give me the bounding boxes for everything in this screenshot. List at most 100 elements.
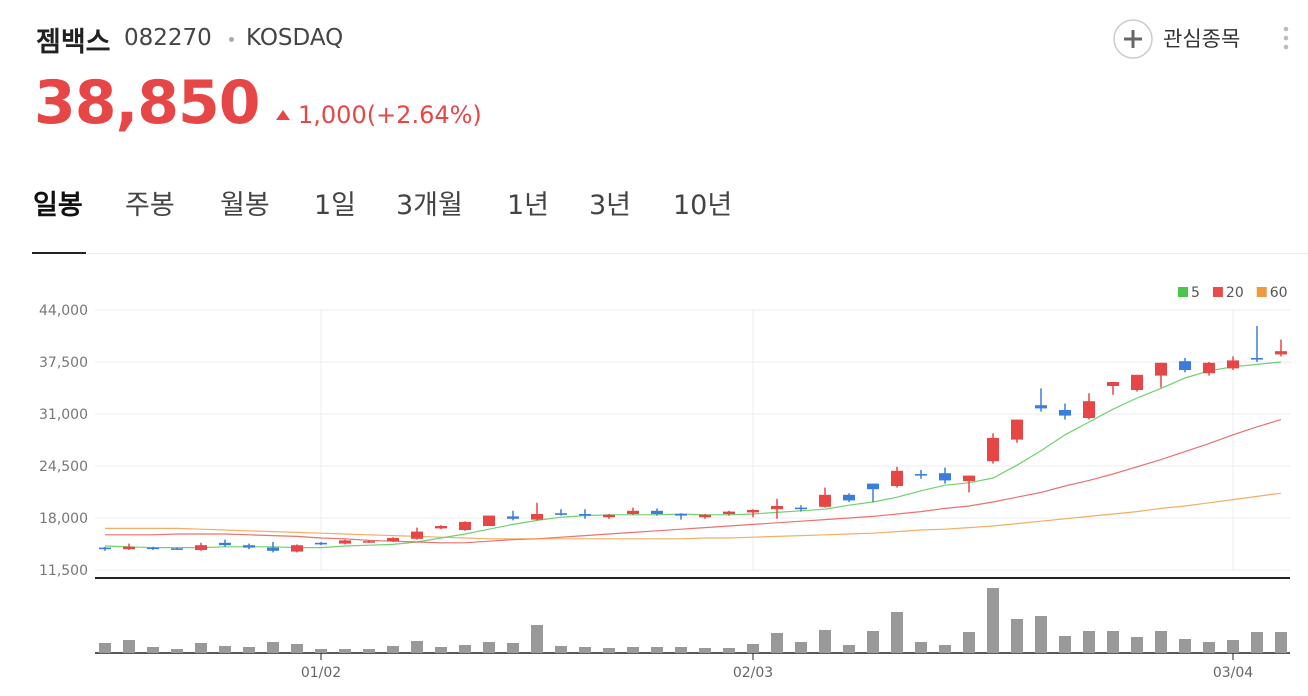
candle-body [171,548,183,550]
legend-label: 60 [1270,285,1288,301]
candle-body [339,540,351,544]
candle-body [1083,401,1095,418]
candle-body [219,542,231,546]
period-tab[interactable]: 3년 [589,190,632,221]
period-tab[interactable]: 월봉 [220,190,270,221]
candle-body [579,514,591,516]
candle-body [555,513,567,515]
volume-bar [171,649,183,653]
volume-bar [363,649,375,653]
moving-average-line [105,492,1282,540]
y-tick-label: 37,500 [39,355,88,371]
volume-bar [99,643,111,653]
candle-body [1275,351,1287,355]
legend-label: 5 [1191,285,1200,301]
candle-body [843,494,855,501]
volume-bar [1227,640,1239,653]
volume-bar [435,647,447,653]
volume-bar [1203,642,1215,653]
candle-body [507,516,519,519]
volume-bar [1035,616,1047,653]
candle-body [459,522,471,530]
separator [229,37,234,42]
volume-bar [1059,636,1071,653]
candle-body [675,514,687,516]
candle-body [483,515,495,526]
volume-bar [459,645,471,653]
period-tab[interactable]: 3개월 [396,190,463,221]
volume-bar [411,641,423,653]
candle-body [867,483,879,490]
up-arrow [276,110,290,120]
more-button[interactable] [1280,24,1292,56]
period-tab[interactable]: 10년 [673,190,733,221]
volume-bar [195,643,207,653]
period-tab[interactable]: 1년 [507,190,550,221]
period-tab[interactable]: 일봉 [33,190,83,221]
volume-bar [747,644,759,653]
candle-body [795,507,807,510]
volume-bar [819,630,831,653]
period-tab[interactable]: 1일 [314,190,357,221]
y-tick-label: 31,000 [39,407,88,423]
y-tick-label: 11,500 [39,563,88,579]
moving-average-line [105,419,1282,544]
candle-body [531,514,543,520]
candle-body [1059,410,1071,416]
y-tick-label: 18,000 [39,511,88,527]
volume-bar [1083,631,1095,653]
candle-body [267,547,279,551]
candle-body [699,514,711,518]
volume-bar [315,649,327,653]
candle-body [963,475,975,482]
y-tick-label: 24,500 [39,459,88,475]
x-tick-label: 02/03 [733,665,773,681]
add-watch-button[interactable] [1112,18,1156,62]
volume-bar [723,648,735,653]
candle-body [1227,360,1239,369]
volume-bar [843,645,855,653]
candle-body [1251,358,1263,360]
candle-body [1131,374,1143,390]
candle-body [315,542,327,545]
period-tab[interactable]: 주봉 [125,190,175,221]
volume-bar [507,643,519,653]
moving-average-line [104,361,1282,549]
volume-bar [1275,632,1287,653]
volume-bar [867,631,879,653]
volume-bar [891,612,903,653]
candle-body [435,526,447,529]
stock-code: 082270 [124,25,212,51]
volume-bar [243,647,255,653]
volume-bar [699,648,711,653]
legend-swatch [1256,287,1267,297]
candle-body [627,510,639,514]
watch-label[interactable]: 관심종목 [1163,27,1241,51]
market: KOSDAQ [246,25,344,51]
volume-bar [483,642,495,653]
candle-body [195,545,207,550]
volume-bar [939,645,951,653]
x-tick-label: 03/04 [1213,665,1253,681]
candle-body [939,473,951,481]
volume-bar [675,647,687,653]
volume-bar [1251,632,1263,653]
candle-body [411,531,423,539]
price: 38,850 [34,68,261,138]
volume-bar [339,649,351,653]
volume-bar [987,588,999,653]
volume-bar [1011,619,1023,653]
volume-bar [1131,637,1143,653]
volume-bar [267,642,279,653]
candle-body [723,511,735,514]
candle-body [123,546,135,550]
candle-body [387,538,399,542]
volume-bar [123,640,135,653]
volume-bar [915,642,927,653]
candle-body [771,506,783,510]
candle-body [147,547,159,550]
volume-bar [531,625,543,653]
volume-bar [387,646,399,653]
